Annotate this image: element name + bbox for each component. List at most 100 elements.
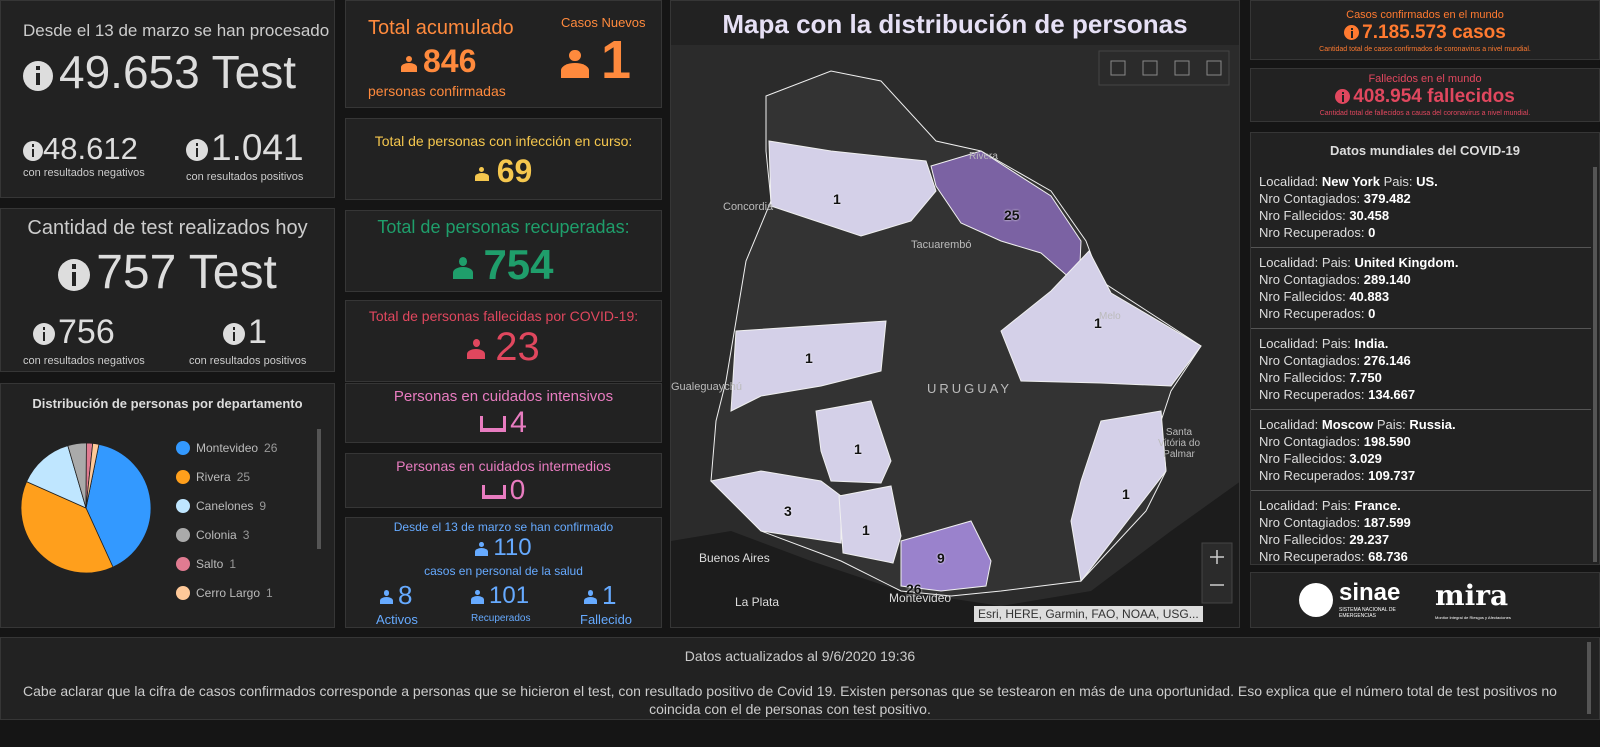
region <box>838 485 902 564</box>
field-label: Localidad: <box>1259 417 1319 432</box>
field-value: 379.482 <box>1363 191 1411 206</box>
place-label: Buenos Aires <box>699 551 770 565</box>
entry-line: Localidad: Pais: France. <box>1259 497 1583 514</box>
field-label: Nro Fallecidos: <box>1259 289 1346 304</box>
legend-swatch <box>176 441 190 455</box>
stat-label: con resultados negativos <box>23 355 145 367</box>
entry-line: Nro Recuperados: 0 <box>1259 224 1583 241</box>
field-value: 109.737 <box>1368 468 1416 483</box>
region-count: 1 <box>1122 486 1130 502</box>
toolbar[interactable] <box>1098 50 1230 86</box>
stat-label: Cantidad total de fallecidos a causa del… <box>1319 110 1531 117</box>
entry-line: Localidad: New York Pais: US. <box>1259 173 1583 190</box>
big-stat: 408.954 fallecidos <box>1251 86 1599 108</box>
person-icon <box>401 55 417 72</box>
big-stat: 49.653 Test <box>23 45 296 99</box>
stat-label: con resultados positivos <box>186 171 304 183</box>
entry-line: Nro Fallecidos: 7.750 <box>1259 369 1583 386</box>
stat: 48.612 <box>23 131 138 167</box>
field-value: 289.140 <box>1363 272 1411 287</box>
field-value: 30.458 <box>1349 208 1390 223</box>
entry-line: Localidad: Moscow Pais: Russia. <box>1259 416 1583 433</box>
stat-value: 101 <box>489 582 530 609</box>
scrollbar[interactable] <box>317 429 321 549</box>
legend-label: Rivera <box>196 470 231 484</box>
field-value: India. <box>1354 336 1389 351</box>
panel-title: Total de personas recuperadas: <box>377 217 630 237</box>
zoom-controls[interactable] <box>1201 542 1233 604</box>
big-stat: 110 <box>346 534 661 562</box>
info-icon <box>223 323 245 346</box>
world-list[interactable]: Localidad: New York Pais: US. Nro Contagi… <box>1251 167 1591 564</box>
field-label: Nro Contagiados: <box>1259 434 1361 449</box>
stat-value: 7.185.573 casos <box>1362 22 1506 43</box>
entry-line: Nro Fallecidos: 3.029 <box>1259 450 1583 467</box>
map-toolbar[interactable] <box>1098 50 1230 86</box>
field-value: New York <box>1321 174 1380 189</box>
scrollbar[interactable] <box>1593 167 1597 562</box>
panel-title: Desde el 13 de marzo se han procesado <box>23 21 330 40</box>
pie-slice <box>26 445 87 509</box>
zoom-in[interactable] <box>1210 550 1224 564</box>
water <box>671 482 1239 627</box>
legend-value: 1 <box>266 586 273 600</box>
region-count: 1 <box>862 522 870 538</box>
field-value: 68.736 <box>1368 549 1408 564</box>
region-count: 1 <box>854 441 862 457</box>
info-icon <box>33 323 55 346</box>
stat-value: 754 <box>483 241 554 288</box>
stat-label: con resultados positivos <box>189 355 307 367</box>
legend-value: 3 <box>243 528 250 542</box>
field-label: Pais: <box>1321 498 1351 513</box>
stat-value: 0 <box>509 474 526 505</box>
stat-label: casos en personal de la salud <box>424 564 583 578</box>
home-button[interactable] <box>1110 60 1126 76</box>
panel-title: Personas en cuidados intensivos <box>393 388 614 405</box>
map-panel[interactable]: Mapa con la distribución de personas Con… <box>670 0 1240 628</box>
place-label: La Plata <box>735 595 780 609</box>
today-panel: Cantidad de test realizados hoy 757 Test… <box>0 208 335 372</box>
big-stat: 1 <box>561 29 631 91</box>
logo-subtitle: SISTEMA NACIONAL DE EMERGENCIAS <box>1339 607 1396 619</box>
stat-label: personas confirmadas <box>368 83 506 99</box>
region <box>900 520 992 592</box>
place-label: Tacuarembó <box>911 239 972 251</box>
legend-swatch <box>176 528 190 542</box>
legend-value: 9 <box>259 499 266 513</box>
deceased-panel: Total de personas fallecidas por COVID-1… <box>345 300 662 382</box>
big-stat: 754 <box>346 241 661 289</box>
big-stat: 757 Test <box>1 245 334 300</box>
field-label: Nro Recuperados: <box>1259 225 1365 240</box>
stat-value: 4 <box>510 406 527 439</box>
place-label: Montevideo <box>889 591 952 605</box>
field-value: 187.599 <box>1363 515 1411 530</box>
entry-line: Nro Fallecidos: 40.883 <box>1259 288 1583 305</box>
entry-line: Nro Recuperados: 109.737 <box>1259 467 1583 484</box>
field-label: Nro Fallecidos: <box>1259 532 1346 547</box>
panel-title: Total de personas con infección en curso… <box>374 133 633 149</box>
region-count: 1 <box>1094 315 1102 331</box>
legend-entry: Rivera 25 <box>196 470 250 484</box>
stat-value: 757 Test <box>96 246 277 299</box>
world-entry: Localidad: Pais: France. Nro Contagiados:… <box>1251 491 1591 564</box>
legend-button[interactable] <box>1142 60 1158 76</box>
region-count: 1 <box>833 191 841 207</box>
basemap-button[interactable] <box>1206 60 1222 76</box>
field-label: Nro Recuperados: <box>1259 468 1365 483</box>
field-value: United Kingdom. <box>1354 255 1459 270</box>
place-label: Santa Vitória do Palmar <box>1157 427 1201 460</box>
stat-label: con resultados negativos <box>23 167 145 179</box>
person-icon <box>467 339 486 360</box>
region-count: 9 <box>937 550 945 566</box>
scrollbar[interactable] <box>1587 642 1591 714</box>
stat-value: 756 <box>58 313 115 351</box>
world-entry: Localidad: Moscow Pais: Russia. Nro Conta… <box>1251 410 1591 491</box>
person-icon <box>584 590 597 605</box>
field-label: Pais: <box>1376 417 1406 432</box>
pie-slice <box>85 443 152 568</box>
icu-panel: Personas en cuidados intensivos 4 <box>345 383 662 443</box>
layers-button[interactable] <box>1174 60 1190 76</box>
map[interactable] <box>671 1 1240 628</box>
world-deaths-panel: Fallecidos en el mundo 408.954 fallecido… <box>1250 68 1600 122</box>
logo-subtitle: Monitor Integral de Riesgos y Afectacion… <box>1435 615 1511 620</box>
